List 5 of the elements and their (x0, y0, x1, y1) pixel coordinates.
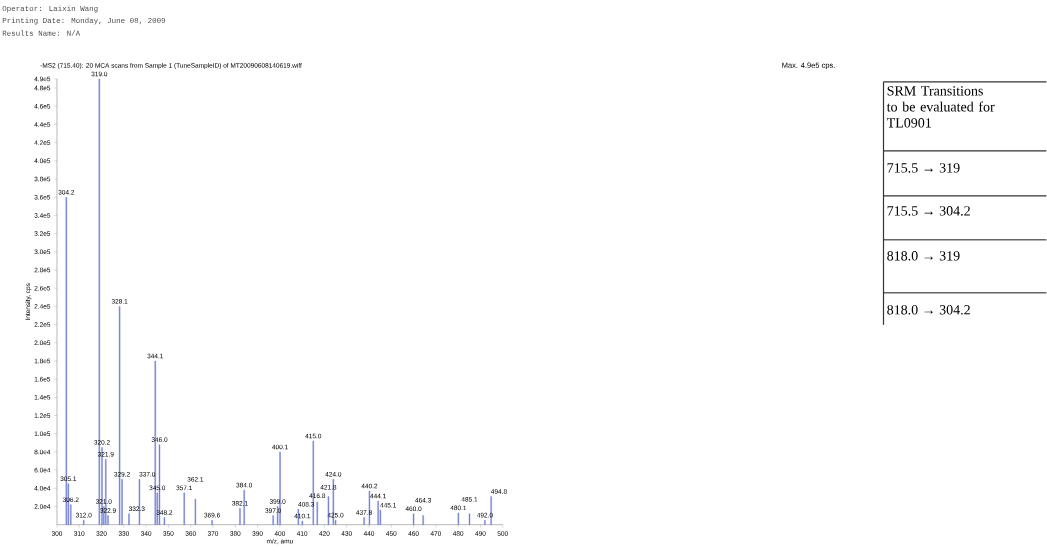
text: 715.5 → 319 (887, 163, 960, 173)
text: 818.0 → 304.2 (887, 305, 970, 315)
text: SRM Transitions to be evaluated for TL0901 (886, 86, 995, 128)
text: 715.5 → 304.2 (887, 206, 970, 216)
text: 818.0 → 319 (887, 251, 960, 261)
